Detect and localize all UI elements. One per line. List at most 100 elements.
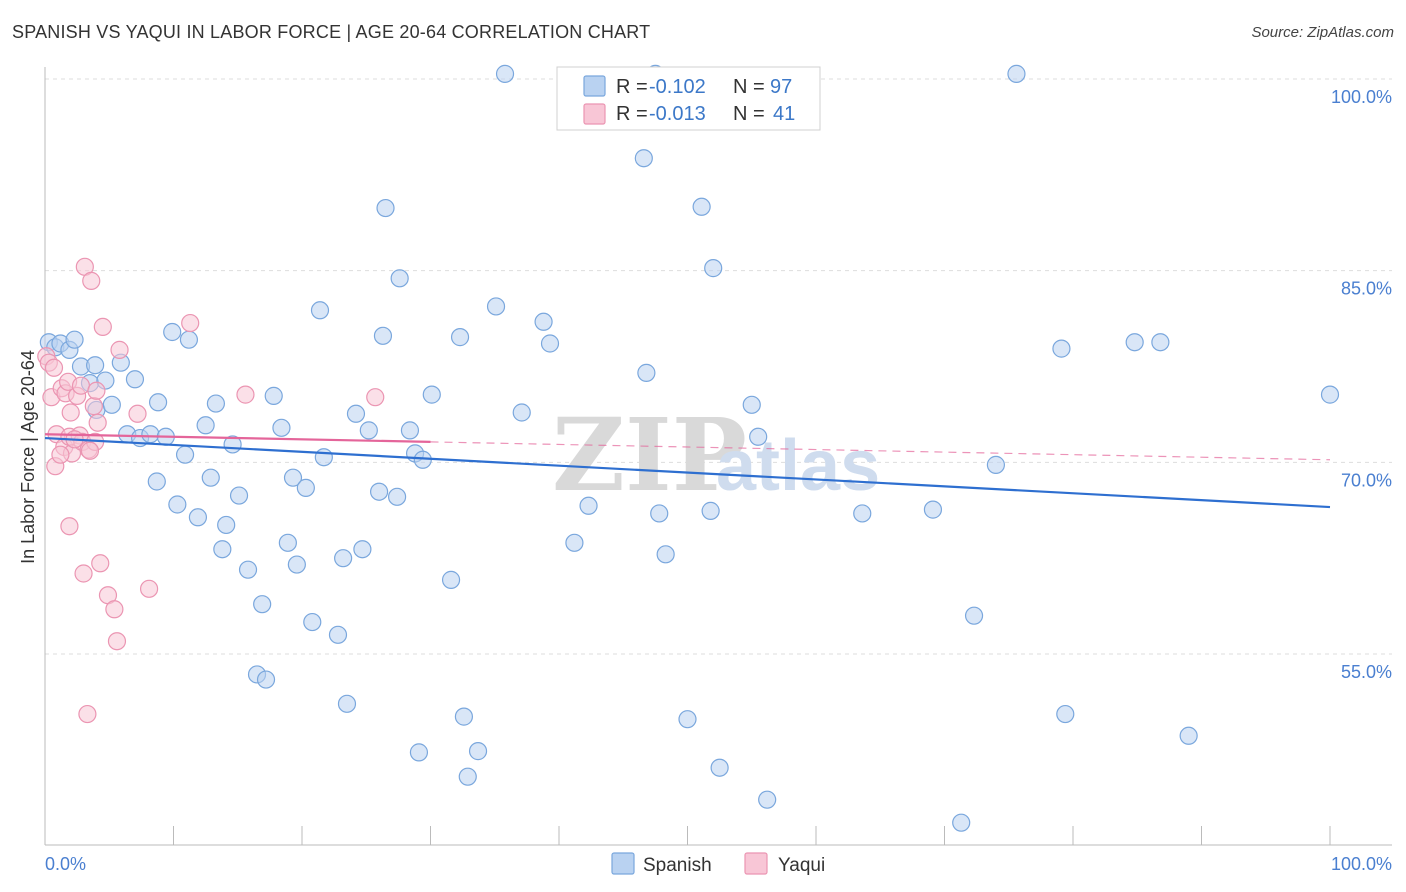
spanish-point [256,670,276,689]
yaqui-point [78,704,97,724]
source-credit: Source: ZipAtlas.com [1251,24,1394,41]
yaqui-point [61,403,80,422]
y-axis-label: In Labor Force | Age 20-64 [18,350,38,564]
spanish-point [196,416,215,435]
yaqui-point [82,271,101,290]
spanish-point [1052,339,1071,358]
spanish-point [283,468,303,487]
legend-n-label-yaqui: N = [733,103,765,125]
spanish-point [376,198,395,218]
yaqui-point [74,564,93,583]
yaqui-point [366,388,385,407]
spanish-point [400,421,420,440]
spanish-point [229,486,249,505]
spanish-point [1007,64,1026,83]
legend-n-value-yaqui: 41 [773,103,795,125]
yaqui-point [84,397,103,416]
spanish-point [656,545,675,564]
spanish-point [238,560,258,579]
spanish-point [125,370,145,389]
watermark-zip: ZIP [552,396,747,514]
spanish-point [749,427,768,446]
yaqui-point [44,358,64,377]
yaqui-point [107,632,127,651]
legend-r-label-yaqui: R = [616,103,648,125]
spanish-point [637,363,656,382]
spanish-point [86,356,105,375]
spanish-point [952,813,971,832]
spanish-point [409,743,429,762]
spanish-point [346,404,366,423]
spanish-point [1151,333,1170,352]
spanish-point [1056,704,1075,724]
yaqui-point [60,517,79,536]
spanish-point [296,478,315,497]
legend-r-value-spanish: -0.102 [649,76,706,98]
spanish-point [413,450,432,469]
spanish-point [272,418,291,437]
yaqui-point [105,600,124,619]
legend-r-value-yaqui: -0.013 [649,103,706,125]
spanish-point [213,540,232,559]
spanish-point [188,508,208,527]
yaqui-point [139,579,159,598]
spanish-point [512,403,531,422]
legend-stats: R = -0.102 N = 97 R = -0.013 N = 41 [556,66,821,131]
spanish-point [742,395,761,414]
bottom-legend-swatch-yaqui [744,852,768,875]
spanish-point [303,612,322,632]
y-tick-label: 55.0% [1341,662,1392,682]
spanish-point [201,468,220,487]
data-points [37,64,1340,832]
legend-n-label-spanish: N = [733,76,765,98]
yaqui-point [128,404,147,423]
spanish-point [486,297,506,316]
spanish-point [387,487,407,506]
spanish-point [853,504,872,523]
spanish-point [468,742,488,761]
spanish-point [495,64,515,83]
yaqui-point [93,317,112,336]
spanish-point [370,482,389,501]
spanish-point [334,549,353,568]
spanish-point [102,395,121,414]
spanish-point [534,312,553,331]
spanish-point [1179,726,1198,745]
spanish-point [458,767,477,786]
spanish-point [328,625,348,644]
legend-bottom: Spanish Yaqui [611,852,825,876]
spanish-point [986,455,1006,474]
yaqui-point [181,313,200,333]
y-tick-labels: 55.0% 70.0% 85.0% 100.0% [1331,87,1392,682]
spanish-point [650,504,669,523]
spanish-point [1320,385,1340,404]
spanish-point [179,330,199,349]
x-tick-label-min: 0.0% [45,854,86,874]
spanish-point [692,197,711,216]
spanish-point [353,540,372,559]
spanish-point [175,445,195,464]
legend-r-label-spanish: R = [616,76,648,98]
spanish-point [1125,333,1144,352]
spanish-point [678,710,697,729]
yaqui-point [71,376,91,395]
trend-lines [44,433,1331,509]
spanish-point [758,790,777,809]
spanish-point [217,515,236,535]
spanish-point [141,425,160,444]
yaqui-point [88,413,107,432]
spanish-point [147,472,166,491]
legend-swatch-spanish [583,75,606,97]
spanish-point [634,149,653,168]
yaqui-point [110,340,129,359]
spanish-point [710,758,729,777]
yaqui-point [87,381,106,400]
legend-n-value-spanish: 97 [770,76,792,98]
yaqui-trend-line [44,433,431,443]
spanish-point [264,386,283,405]
spanish-point [310,301,330,320]
spanish-point [923,500,943,519]
spanish-point [314,448,333,467]
spanish-point [278,533,297,552]
